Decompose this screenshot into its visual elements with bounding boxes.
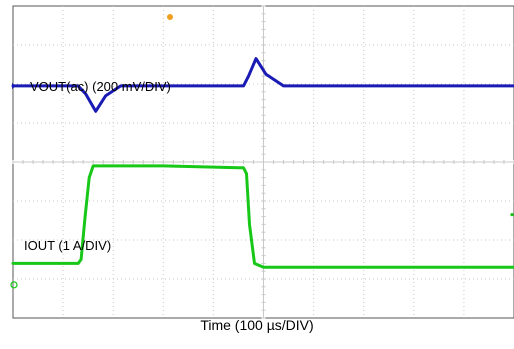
vout-trace: [11, 57, 514, 113]
channel-2-marker-icon: [10, 281, 18, 289]
series-label-vout: VOUT(ac) (200 mV/DIV): [30, 79, 171, 94]
trigger-marker-icon: [167, 14, 173, 20]
iout-trace: [11, 164, 514, 269]
traces: [11, 57, 514, 269]
x-axis-label: Time (100 µs/DIV): [200, 317, 314, 333]
trigger-level-marker-icon: [510, 213, 514, 217]
series-label-iout: IOUT (1 A/DIV): [24, 238, 111, 253]
